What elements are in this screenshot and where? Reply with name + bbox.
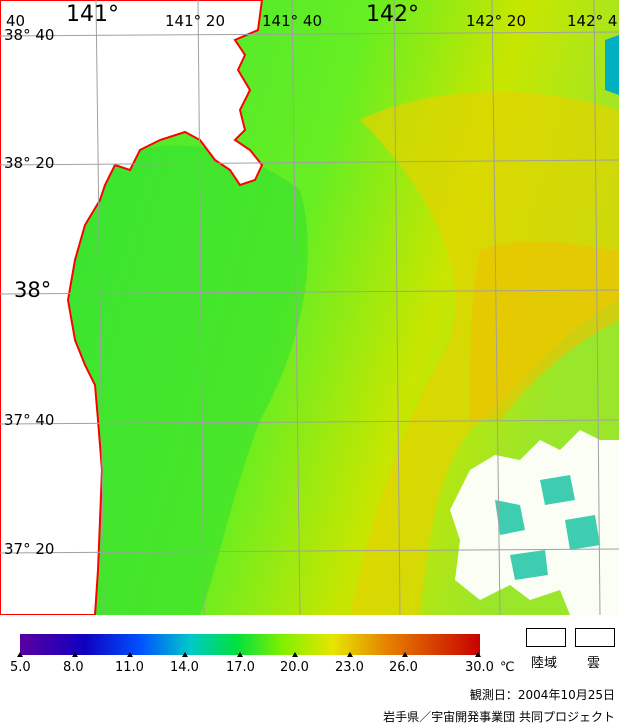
scale-unit: ℃	[500, 660, 515, 675]
lon-label-142-20: 142° 20	[466, 12, 526, 30]
lat-label-38: 38°	[14, 278, 52, 302]
grid	[0, 0, 619, 615]
credit-line: 岩手県／宇宙開発事業団 共同プロジェクト	[383, 710, 615, 724]
land-legend-label: 陸域	[531, 656, 558, 671]
lat-label-37-40: 37° 40	[4, 411, 55, 429]
cloud-legend-swatch	[575, 628, 615, 647]
lat-label-38-20: 38° 20	[4, 154, 55, 172]
scale-tick	[182, 652, 188, 657]
lon-label-142: 142°	[366, 2, 419, 27]
cold-patch	[605, 35, 619, 95]
scale-label-26: 26.0	[389, 660, 418, 675]
corner-label: 40	[6, 12, 26, 30]
scale-label-11: 11.0	[115, 660, 144, 675]
observation-date: 観測日：2004年10月25日	[469, 688, 615, 702]
scale-tick	[72, 652, 78, 657]
cloud	[450, 430, 619, 615]
lat-label-37-20: 37° 20	[4, 540, 55, 558]
scale-tick	[17, 652, 23, 657]
coastal-cool-zone	[70, 145, 308, 615]
warm-current-core	[470, 241, 619, 420]
scale-label-23: 23.0	[335, 660, 364, 675]
lon-label-141: 141°	[66, 2, 119, 27]
scale-tick	[237, 652, 243, 657]
lat-label-38-40: 38° 40	[4, 26, 55, 44]
cloud-legend-label: 雲	[587, 656, 601, 671]
land-legend-swatch	[526, 628, 566, 647]
scale-label-14: 14.0	[170, 660, 199, 675]
scale-label-20: 20.0	[280, 660, 309, 675]
temperature-scale-bar	[20, 634, 480, 655]
lon-label-141-20: 141° 20	[165, 12, 225, 30]
scale-label-17: 17.0	[226, 660, 255, 675]
scale-tick	[292, 652, 298, 657]
scale-label-5: 5.0	[10, 660, 31, 675]
scale-label-8: 8.0	[63, 660, 84, 675]
scale-tick	[347, 652, 353, 657]
scale-tick	[402, 652, 408, 657]
scale-tick	[127, 652, 133, 657]
scale-label-30: 30.0	[465, 660, 494, 675]
lon-label-142-40: 142° 4	[567, 12, 618, 30]
sst-map	[0, 0, 619, 615]
lon-label-141-40: 141° 40	[262, 12, 322, 30]
cloud-gaps	[495, 475, 600, 580]
scale-tick	[475, 652, 481, 657]
land	[0, 0, 264, 615]
